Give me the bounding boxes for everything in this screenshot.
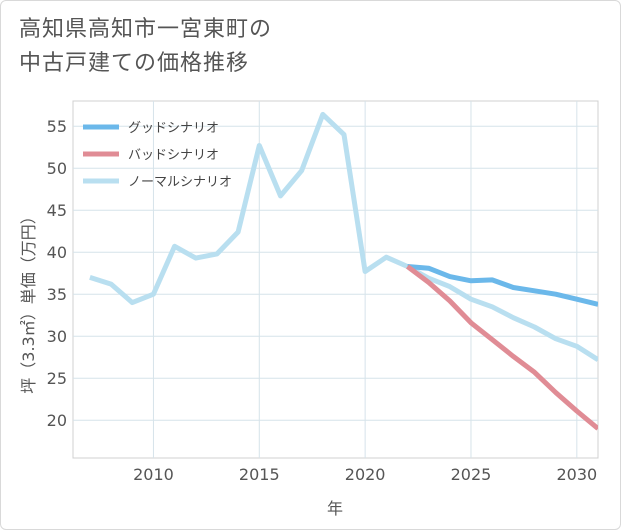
y-axis-label: 坪（3.3㎡）単価（万円） (19, 208, 38, 393)
series-lines (89, 111, 598, 431)
series-line-0 (407, 264, 598, 307)
x-tick-label-2020: 2020 (345, 465, 386, 484)
x-tick-label-2025: 2025 (451, 465, 492, 484)
y-tick-label-25: 25 (47, 369, 67, 388)
chart-title-line-1: 高知県高知市一宮東町の (19, 17, 273, 42)
chart-title-line-2: 中古戸建ての価格推移 (19, 51, 250, 76)
y-tick-label-45: 45 (47, 201, 67, 220)
y-tick-label-30: 30 (47, 327, 67, 346)
y-tick-label-20: 20 (47, 411, 67, 430)
y-tick-label-50: 50 (47, 159, 67, 178)
legend-label-1: バッドシナリオ (128, 148, 219, 163)
series-line-1 (405, 264, 598, 431)
y-tick-label-40: 40 (47, 243, 67, 262)
series-line-2 (89, 111, 598, 362)
y-tick-label-55: 55 (47, 117, 67, 136)
x-tick-label-2015: 2015 (239, 465, 280, 484)
x-tick-label-2030: 2030 (556, 465, 597, 484)
x-tick-label-2010: 2010 (133, 465, 174, 484)
y-tick-label-35: 35 (47, 285, 67, 304)
legend-label-2: ノーマルシナリオ (128, 175, 232, 190)
legend-label-0: グッドシナリオ (128, 121, 219, 136)
chart-title: 高知県高知市一宮東町の 中古戸建ての価格推移 (19, 13, 272, 81)
x-axis-label: 年 (327, 499, 343, 518)
